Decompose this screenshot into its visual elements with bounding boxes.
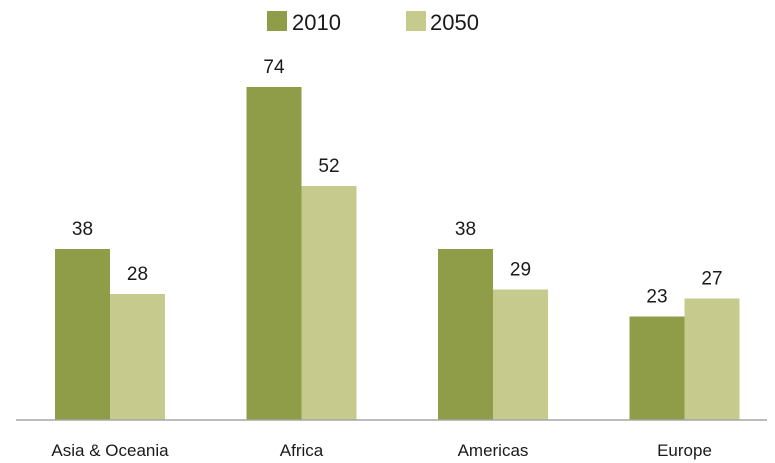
bar-2050-3 [684,298,740,420]
legend: 2010 2050 [267,10,479,35]
legend-label-2050: 2050 [430,10,479,35]
bar-2010-2 [438,249,493,420]
value-label-2010-2: 38 [455,219,476,240]
value-labels: 38 28 74 52 38 29 23 27 [72,57,723,308]
value-label-2050-0: 28 [127,264,148,285]
category-label-3: Europe [657,441,712,460]
value-label-2010-0: 38 [72,219,93,240]
category-label-2: Americas [458,441,529,460]
bar-2050-2 [493,289,548,420]
bar-2010-0 [55,249,110,420]
bar-2010-3 [629,316,685,420]
value-label-2010-3: 23 [646,287,667,308]
legend-swatch-2010 [267,11,287,31]
category-label-1: Africa [280,441,324,460]
category-labels: Asia & Oceania Africa Americas Europe [51,441,712,460]
legend-label-2010: 2010 [292,10,341,35]
bar-2050-1 [301,186,357,420]
category-label-0: Asia & Oceania [51,441,169,460]
value-label-2050-3: 27 [701,269,722,290]
bar-2050-0 [110,294,165,420]
bar-2010-1 [246,87,302,420]
legend-swatch-2050 [406,11,426,31]
value-label-2010-1: 74 [263,57,285,78]
value-label-2050-1: 52 [318,156,339,177]
bars [55,87,740,420]
value-label-2050-2: 29 [510,260,531,281]
